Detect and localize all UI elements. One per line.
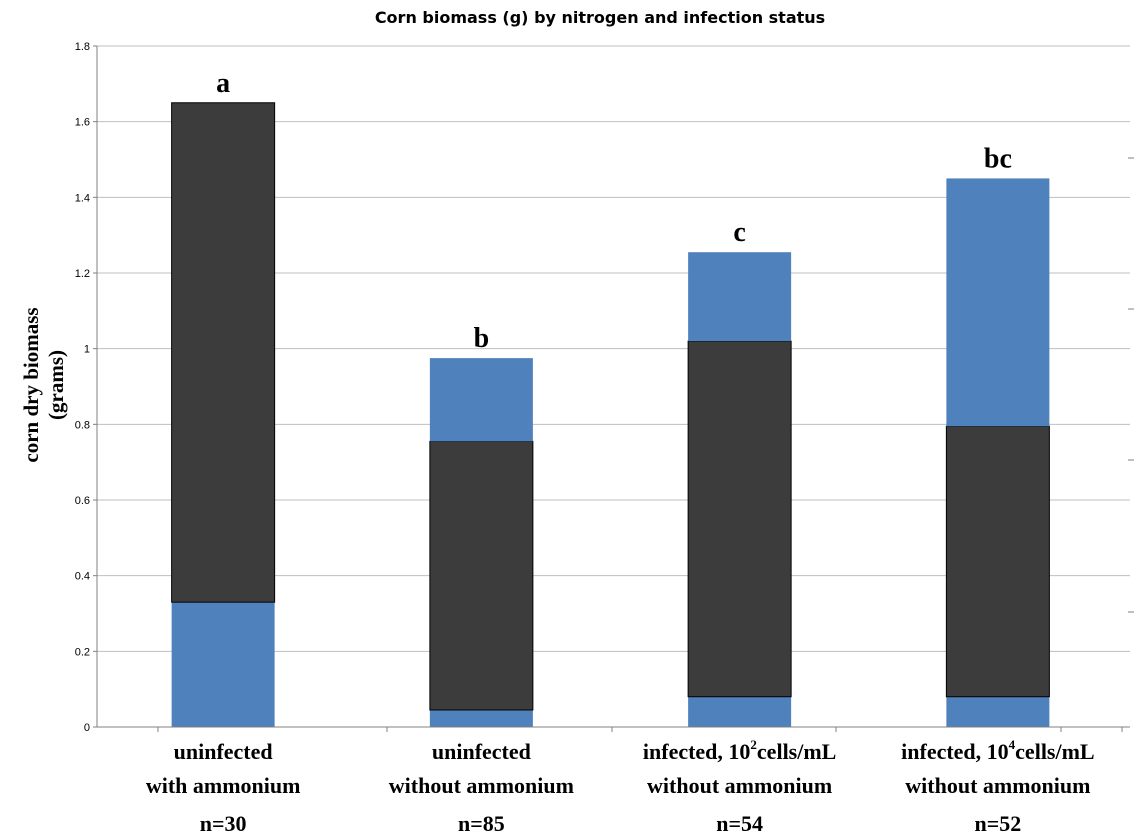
bar-segment-blue <box>429 358 533 442</box>
category-label-line: infected, 104cells/mL <box>901 737 1094 764</box>
category-labels: uninfected with ammonium n=30 uninfected wit… <box>146 737 1095 836</box>
category-label-part: uninfected <box>432 739 531 764</box>
y-tick-label: 1.8 <box>75 41 90 53</box>
category-label-part: cells/mL <box>757 739 836 764</box>
bar-segment-blue <box>946 178 1050 427</box>
sample-size-label: n=54 <box>716 811 763 836</box>
significance-letter: a <box>216 68 230 99</box>
category-label-line: with ammonium <box>146 773 301 798</box>
category-label-line: without ammonium <box>647 773 832 798</box>
category-label-part: without ammonium <box>905 773 1090 798</box>
bar-segment-blue <box>171 602 275 727</box>
sample-size-label: n=52 <box>974 811 1021 836</box>
bar-segment-blue <box>429 709 533 727</box>
bar-stack <box>687 252 792 727</box>
y-tick-label: 0.6 <box>75 495 90 507</box>
category-label-part: cells/mL <box>1015 739 1094 764</box>
category-label-superscript: 2 <box>750 737 757 752</box>
bar-stack <box>429 358 534 727</box>
significance-letter: bc <box>984 143 1012 174</box>
bar-segment-dark <box>945 425 1050 698</box>
y-tick-label: 0 <box>84 722 90 734</box>
bar-stack <box>945 178 1050 727</box>
bar-segment-blue <box>688 252 792 342</box>
bar-segment-dark <box>687 340 792 698</box>
significance-letter: c <box>733 217 745 248</box>
category-label-line: without ammonium <box>389 773 574 798</box>
category-label-line: without ammonium <box>905 773 1090 798</box>
sample-size-label: n=85 <box>458 811 505 836</box>
bar-segment-blue <box>688 696 792 727</box>
category-label-part: without ammonium <box>647 773 832 798</box>
bar-segment-blue <box>946 696 1050 727</box>
chart-title: Corn biomass (g) by nitrogen and infecti… <box>375 8 825 27</box>
category-label-part: infected, 10 <box>643 739 751 764</box>
y-tick-label: 1.6 <box>75 117 90 129</box>
category-label-part: infected, 10 <box>901 739 1009 764</box>
category-label-superscript: 4 <box>1009 737 1016 752</box>
bars <box>171 102 1050 727</box>
category-label-line: uninfected <box>174 739 273 764</box>
axes <box>96 46 1134 732</box>
y-tick-label: 0.8 <box>75 419 90 431</box>
significance-letter: b <box>474 323 490 354</box>
y-tick-label: 0.2 <box>75 646 90 658</box>
category-label-part: uninfected <box>174 739 273 764</box>
y-tick-label: 1.4 <box>75 192 90 204</box>
bar-stack <box>171 102 276 727</box>
category-label-line: infected, 102cells/mL <box>643 737 836 764</box>
y-axis-label-line-1: corn dry biomass <box>19 307 43 462</box>
category-label-part: with ammonium <box>146 773 301 798</box>
y-tick-label: 1.2 <box>75 268 90 280</box>
y-tick-label: 0.4 <box>75 571 90 583</box>
y-axis-label-line-2: (grams) <box>44 350 68 420</box>
bar-segment-dark <box>429 440 534 711</box>
y-tick-label: 1 <box>84 344 90 356</box>
category-label-line: uninfected <box>432 739 531 764</box>
sample-size-label: n=30 <box>200 811 247 836</box>
y-tick-labels: 0 0.2 0.4 0.6 0.8 1 1.2 1.4 1.6 1.8 <box>75 41 97 734</box>
category-label-part: without ammonium <box>389 773 574 798</box>
bar-segment-dark <box>171 102 276 603</box>
